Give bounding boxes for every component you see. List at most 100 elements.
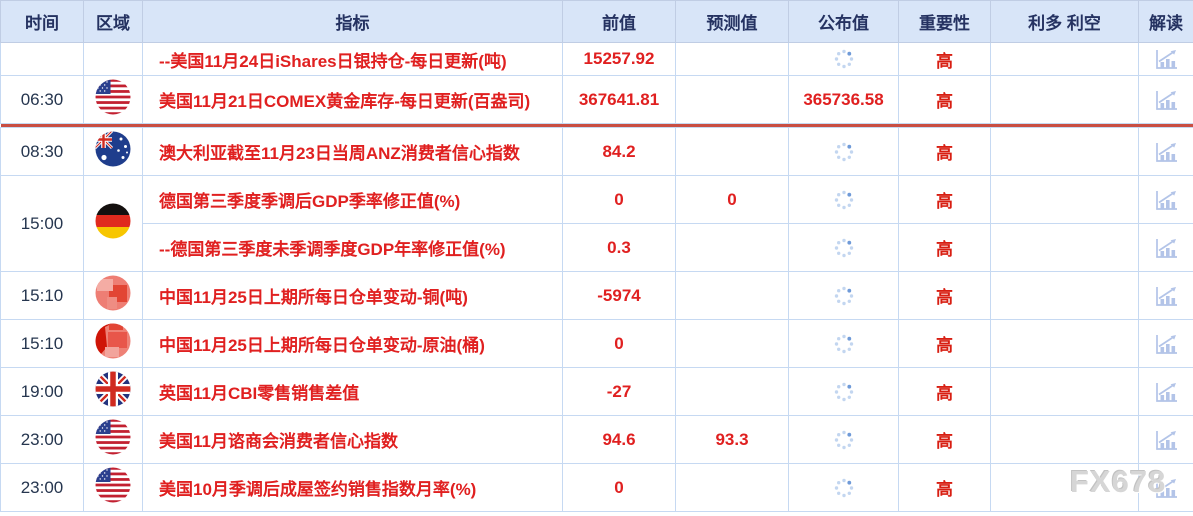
flag-united-states-icon — [95, 467, 131, 503]
col-header-interpret: 解读 — [1138, 0, 1193, 43]
interpret-cell — [1138, 367, 1193, 416]
current-time-separator — [0, 123, 1193, 128]
col-header-previous: 前值 — [562, 0, 676, 43]
forecast-value-cell — [675, 75, 789, 124]
chart-icon[interactable] — [1153, 188, 1179, 212]
time-cell: 23:00 — [0, 415, 84, 464]
col-header-importance: 重要性 — [898, 0, 991, 43]
published-value-cell — [788, 367, 899, 416]
bull-bear-cell — [990, 367, 1139, 416]
indicator-cell: 中国11月25日上期所每日仓单变动-铜(吨) — [142, 271, 563, 320]
time-cell: 15:10 — [0, 271, 84, 320]
indicator-cell: 美国10月季调后成屋签约销售指数月率(%) — [142, 463, 563, 512]
chart-icon[interactable] — [1153, 476, 1179, 500]
published-value-cell — [788, 463, 899, 512]
loading-spinner-icon — [833, 381, 855, 403]
importance-cell: 高 — [898, 175, 991, 224]
time-cell: 23:00 — [0, 463, 84, 512]
loading-spinner-icon — [833, 333, 855, 355]
importance-cell: 高 — [898, 367, 991, 416]
chart-icon[interactable] — [1153, 88, 1179, 112]
previous-value-cell: 0 — [562, 319, 676, 368]
published-value-cell: 365736.58 — [788, 75, 899, 124]
region-cell — [83, 463, 143, 512]
bull-bear-cell — [990, 75, 1139, 124]
previous-value-cell: 0 — [562, 463, 676, 512]
region-cell — [83, 367, 143, 416]
bull-bear-cell — [990, 42, 1139, 76]
chart-icon[interactable] — [1153, 380, 1179, 404]
published-value-cell — [788, 271, 899, 320]
loading-spinner-icon — [833, 48, 855, 70]
region-cell — [83, 271, 143, 320]
indicator-link[interactable]: 澳大利亚截至11月23日当周ANZ消费者信心指数 — [159, 144, 520, 163]
interpret-cell — [1138, 223, 1193, 272]
time-cell: 19:00 — [0, 367, 84, 416]
region-cell — [83, 127, 143, 176]
flag-china-icon — [95, 323, 131, 359]
indicator-link[interactable]: 美国11月21日COMEX黄金库存-每日更新(百盎司) — [159, 92, 531, 111]
table-row: --德国第三季度未季调季度GDP年率修正值(%) 0.3 高 — [1, 223, 1193, 272]
importance-cell: 高 — [898, 319, 991, 368]
time-cell: 06:30 — [0, 75, 84, 124]
interpret-cell — [1138, 175, 1193, 224]
forecast-value-cell: 93.3 — [675, 415, 789, 464]
table-row: 19:00 英国11月CBI零售销售差值 -27 高 — [0, 367, 1193, 416]
published-value-cell — [788, 223, 899, 272]
previous-value-cell: 0.3 — [562, 223, 676, 272]
bull-bear-cell — [990, 463, 1139, 512]
bull-bear-cell — [990, 415, 1139, 464]
chart-icon[interactable] — [1153, 428, 1179, 452]
published-value-cell — [788, 175, 899, 224]
chart-icon[interactable] — [1153, 47, 1179, 71]
published-value-cell — [788, 415, 899, 464]
indicator-link[interactable]: 中国11月25日上期所每日仓单变动-铜(吨) — [159, 288, 468, 307]
previous-value-cell: 0 — [562, 175, 676, 224]
chart-icon[interactable] — [1153, 236, 1179, 260]
bull-bear-cell — [990, 271, 1139, 320]
table-row: 08:30 澳大利亚截至11月23日当周ANZ消费者信心指数 84.2 高 — [0, 127, 1193, 176]
interpret-cell — [1138, 415, 1193, 464]
published-value-cell — [788, 319, 899, 368]
table-row: 15:00 德国第三季度季调后GDP季率修正值(%) 0 0 高 — [0, 175, 1193, 272]
forecast-value-cell: 0 — [675, 175, 789, 224]
col-header-bull-bear: 利多 利空 — [990, 0, 1139, 43]
chart-icon[interactable] — [1153, 284, 1179, 308]
loading-spinner-icon — [833, 429, 855, 451]
indicator-link[interactable]: --美国11月24日iShares日银持仓-每日更新(吨) — [159, 51, 507, 71]
indicator-cell: --美国11月24日iShares日银持仓-每日更新(吨) — [142, 42, 563, 76]
importance-cell: 高 — [898, 42, 991, 76]
previous-value-cell: 94.6 — [562, 415, 676, 464]
forecast-value-cell — [675, 319, 789, 368]
loading-spinner-icon — [833, 141, 855, 163]
forecast-value-cell — [675, 42, 789, 76]
loading-spinner-icon — [833, 189, 855, 211]
indicator-link[interactable]: 美国10月季调后成屋签约销售指数月率(%) — [159, 480, 477, 499]
indicator-link[interactable]: 美国11月谘商会消费者信心指数 — [159, 432, 398, 451]
time-cell: 15:10 — [0, 319, 84, 368]
time-cell: 15:00 — [0, 175, 84, 272]
indicator-link[interactable]: 中国11月25日上期所每日仓单变动-原油(桶) — [159, 336, 485, 355]
forecast-value-cell — [675, 223, 789, 272]
time-cell: 08:30 — [0, 127, 84, 176]
region-cell — [83, 42, 143, 76]
indicator-cell: 德国第三季度季调后GDP季率修正值(%) — [142, 175, 563, 224]
indicator-cell: 美国11月谘商会消费者信心指数 — [142, 415, 563, 464]
indicator-link[interactable]: 英国11月CBI零售销售差值 — [159, 384, 360, 403]
indicator-link[interactable]: 德国第三季度季调后GDP季率修正值(%) — [159, 192, 461, 211]
indicator-cell: 美国11月21日COMEX黄金库存-每日更新(百盎司) — [142, 75, 563, 124]
col-header-forecast: 预测值 — [675, 0, 789, 43]
chart-icon[interactable] — [1153, 140, 1179, 164]
region-cell — [83, 175, 143, 272]
indicator-cell: 英国11月CBI零售销售差值 — [142, 367, 563, 416]
importance-cell: 高 — [898, 75, 991, 124]
forecast-value-cell — [675, 367, 789, 416]
flag-united-states-icon — [95, 79, 131, 115]
forecast-value-cell — [675, 463, 789, 512]
importance-cell: 高 — [898, 127, 991, 176]
importance-cell: 高 — [898, 223, 991, 272]
indicator-link[interactable]: --德国第三季度未季调季度GDP年率修正值(%) — [159, 240, 506, 259]
chart-icon[interactable] — [1153, 332, 1179, 356]
flag-germany-icon — [95, 203, 131, 239]
